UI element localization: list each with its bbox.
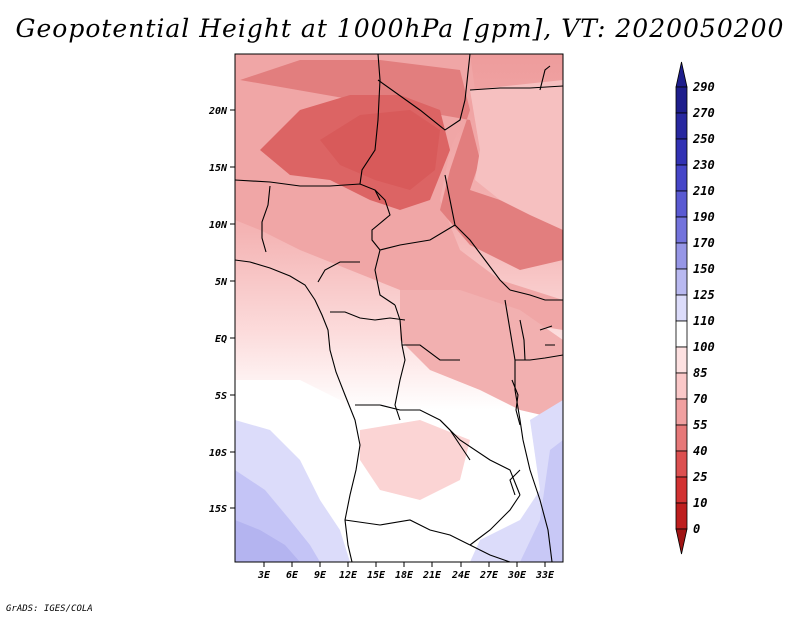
chart-title: Geopotential Height at 1000hPa [gpm], VT… [15,14,785,43]
lat-tick-label: 20N [208,106,228,117]
colorbar-segment [675,424,688,452]
colorbar-segment [675,320,688,348]
lon-tick-label: 24E [451,570,471,581]
colorbar-label: 230 [692,158,715,172]
colorbar-label: 190 [693,210,715,224]
lon-tick-label: 6E [286,570,299,581]
colorbar-segment [675,502,688,530]
colorbar-label: 150 [693,262,715,276]
colorbar-segment [675,294,688,322]
colorbar: 2902702502302101901701501251101008570554… [675,61,715,555]
field-contour [235,520,300,562]
field-contour [240,60,563,270]
lon-tick-label: 15E [367,570,386,581]
colorbar-segment [675,216,688,244]
colorbar-segment [675,242,688,270]
colorbar-segment [675,346,688,374]
colorbar-label: 40 [693,444,707,458]
map-frame [234,53,564,563]
lat-tick-label: 15N [209,163,228,174]
colorbar-segment [675,450,688,478]
lon-tick-label: 27E [479,570,499,581]
colorbar-label: 85 [693,366,707,380]
colorbar-label: 250 [692,132,715,146]
colorbar-segment [675,372,688,400]
colorbar-segment [675,112,688,140]
lat-tick-label: 15S [209,504,227,515]
lon-tick-label: 30E [507,570,527,581]
longitude-axis: 3E 6E 9E 12E 15E 18E 21E 24E 27E 30E 33E [257,562,555,581]
field-contour [470,80,563,230]
colorbar-label: 125 [693,288,715,302]
field-contour [520,440,563,562]
lon-tick-label: 9E [314,570,327,581]
colorbar-segment [675,86,688,114]
lat-tick-label: EQ [215,334,227,345]
lon-tick-label: 18E [395,570,414,581]
lon-tick-label: 12E [339,570,358,581]
lon-tick-label: 21E [422,570,442,581]
field-contour [320,110,440,190]
lat-tick-label: 5S [215,391,227,402]
colorbar-label: 110 [693,314,715,328]
lat-tick-label: 10S [209,448,227,459]
credit-text: GrADS: IGES/COLA [6,604,93,614]
field-contour [360,420,470,500]
colorbar-segment [675,190,688,218]
latitude-axis: 20N 15N 10N 5N EQ 5S 10S 15S [208,106,235,515]
colorbar-label: 210 [692,184,715,198]
lon-tick-label: 3E [257,570,271,581]
colorbar-label: 270 [692,106,715,120]
colorbar-segment [675,164,688,192]
colorbar-label: 0 [693,522,700,536]
colorbar-cap-bottom [675,528,688,555]
colorbar-label: 70 [693,392,707,406]
colorbar-label: 25 [692,470,707,484]
colorbar-label: 10 [693,496,707,510]
colorbar-label: 55 [693,418,707,432]
lat-tick-label: 5N [215,277,228,288]
map-borders [235,54,563,562]
colorbar-label: 100 [693,340,715,354]
colorbar-label: 290 [692,80,715,94]
colorbar-segment [675,138,688,166]
colorbar-segment [675,476,688,504]
colorbar-label: 170 [693,236,715,250]
map-field [235,54,563,562]
field-contour [400,290,563,420]
colorbar-segment [675,398,688,426]
lat-tick-label: 10N [209,220,228,231]
lon-tick-label: 33E [535,570,555,581]
colorbar-segment [675,268,688,296]
colorbar-cap-top [675,61,688,88]
